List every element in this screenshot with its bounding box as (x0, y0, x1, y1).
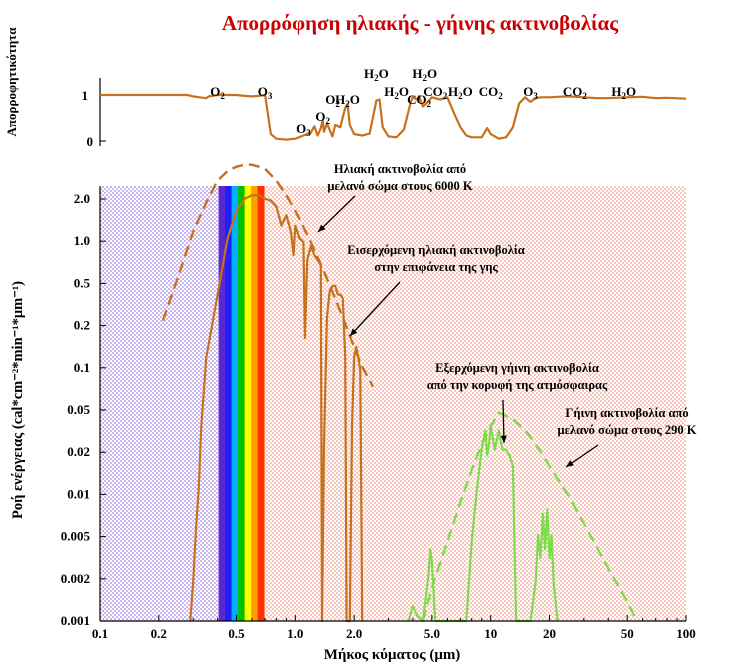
y-tick-label: 0.2 (74, 318, 90, 333)
spectrum-band (225, 186, 233, 621)
flux-ticks: 2.0 1.0 0.5 0.2 0.1 0.05 0.02 0.01 0.005 0.002 0.0… (61, 191, 106, 628)
series-line-2 (407, 425, 559, 623)
annotation-line-1: Γήινη ακτινοβολία από (565, 406, 688, 420)
y-tick-label: 0.001 (61, 613, 90, 628)
annotation-line-1: Εξερχόμενη γήινη ακτινοβολία (435, 361, 599, 375)
wavelength-ticks: 0.1 0.2 0.5 1.0 2.0 5.0 10 20 50 100 (92, 615, 696, 641)
x-tick-label: 20 (543, 626, 556, 641)
annotation-line-1: Εισερχόμενη ηλιακή ακτινοβολία (347, 243, 524, 257)
gas-label: CO2 (563, 84, 588, 101)
gas-label: H2O (611, 84, 636, 101)
spectrum-band (244, 186, 252, 621)
y-tick-label: 0.02 (67, 444, 90, 459)
ultraviolet-band-background (100, 186, 221, 621)
x-tick-label: 2.0 (346, 626, 362, 641)
absorption-curve (100, 93, 687, 141)
gas-label: O2 (315, 109, 330, 126)
x-tick-label: 0.1 (92, 626, 108, 641)
gas-label: O2 (325, 92, 340, 109)
infrared-band-background (265, 186, 686, 621)
absorptivity-axis-label: Απορροφητικότητα (4, 27, 19, 137)
annotation-arrowhead (318, 224, 326, 232)
annotation-line-1: Ηλιακή ακτινοβολία από (334, 162, 466, 176)
annotation-arrow (317, 195, 356, 233)
gas-label: CO2 (479, 84, 504, 101)
gas-label: H2O (335, 92, 360, 109)
annotation-arrowhead (566, 460, 574, 467)
absorption-tick-label-1: 1 (82, 88, 89, 103)
annotation-arrowhead (350, 328, 358, 336)
gas-label: H2O (448, 84, 473, 101)
y-tick-label: 0.5 (74, 275, 91, 290)
annotation-line-2: μελανό σώμα στους 290 K (558, 423, 697, 437)
annotation-arrowhead (500, 435, 507, 443)
absorption-tick-label-0: 0 (87, 134, 94, 149)
x-tick-label: 10 (484, 626, 497, 641)
y-tick-label: 0.002 (61, 571, 90, 586)
y-tick-label: 1.0 (74, 233, 90, 248)
spectrum-band (231, 186, 239, 621)
gas-label: H2O (412, 66, 437, 83)
flux-axis-label: Ροή ενέργειας (cal*cm⁻²*min⁻¹*μm⁻¹) (10, 281, 26, 519)
spectrum-band (251, 186, 259, 621)
annotation-line-2: από την κορυφή της ατμόσφαιρας (427, 378, 608, 392)
gas-label: H2O (384, 84, 409, 101)
y-tick-label: 0.01 (67, 486, 90, 501)
gas-label: O3 (258, 84, 273, 101)
gas-label: H2O (364, 66, 389, 83)
y-tick-label: 0.05 (67, 402, 90, 417)
wavelength-axis-label: Μήκος κύματος (μm) (324, 647, 461, 663)
flux-panel: 0.1 0.2 0.5 1.0 2.0 5.0 10 20 50 100 2.0 1.0 0.5 0.2… (61, 162, 697, 641)
x-tick-label: 50 (621, 626, 634, 641)
y-tick-label: 0.1 (74, 360, 90, 375)
spectrum-band (238, 186, 246, 621)
gas-label: O3 (523, 84, 538, 101)
x-tick-label: 5.0 (424, 626, 440, 641)
y-tick-label: 2.0 (74, 191, 90, 206)
y-tick-label: 0.005 (61, 529, 91, 544)
gas-label: CO2 (407, 92, 432, 109)
spectrum-band (257, 186, 265, 621)
gas-label: O3 (296, 121, 311, 138)
spectrum-band (218, 186, 226, 621)
visible-spectrum (218, 186, 265, 621)
x-tick-label: 100 (676, 626, 696, 641)
annotation-line-2: στην επιφάνεια της γης (374, 260, 498, 274)
x-tick-label: 0.5 (228, 626, 245, 641)
x-tick-label: 1.0 (287, 626, 303, 641)
annotations: Ηλιακή ακτινοβολία από μελανό σώμα στους … (317, 162, 697, 468)
annotation-line-2: μελανό σώμα στους 6000 Κ (327, 179, 472, 193)
x-tick-label: 0.2 (151, 626, 167, 641)
gas-label: CO2 (423, 84, 448, 101)
gas-label: O2 (210, 84, 225, 101)
chart-title: Απορρόφηση ηλιακής - γήινης ακτινοβολίας (222, 11, 619, 35)
annotation-arrow (349, 281, 401, 337)
